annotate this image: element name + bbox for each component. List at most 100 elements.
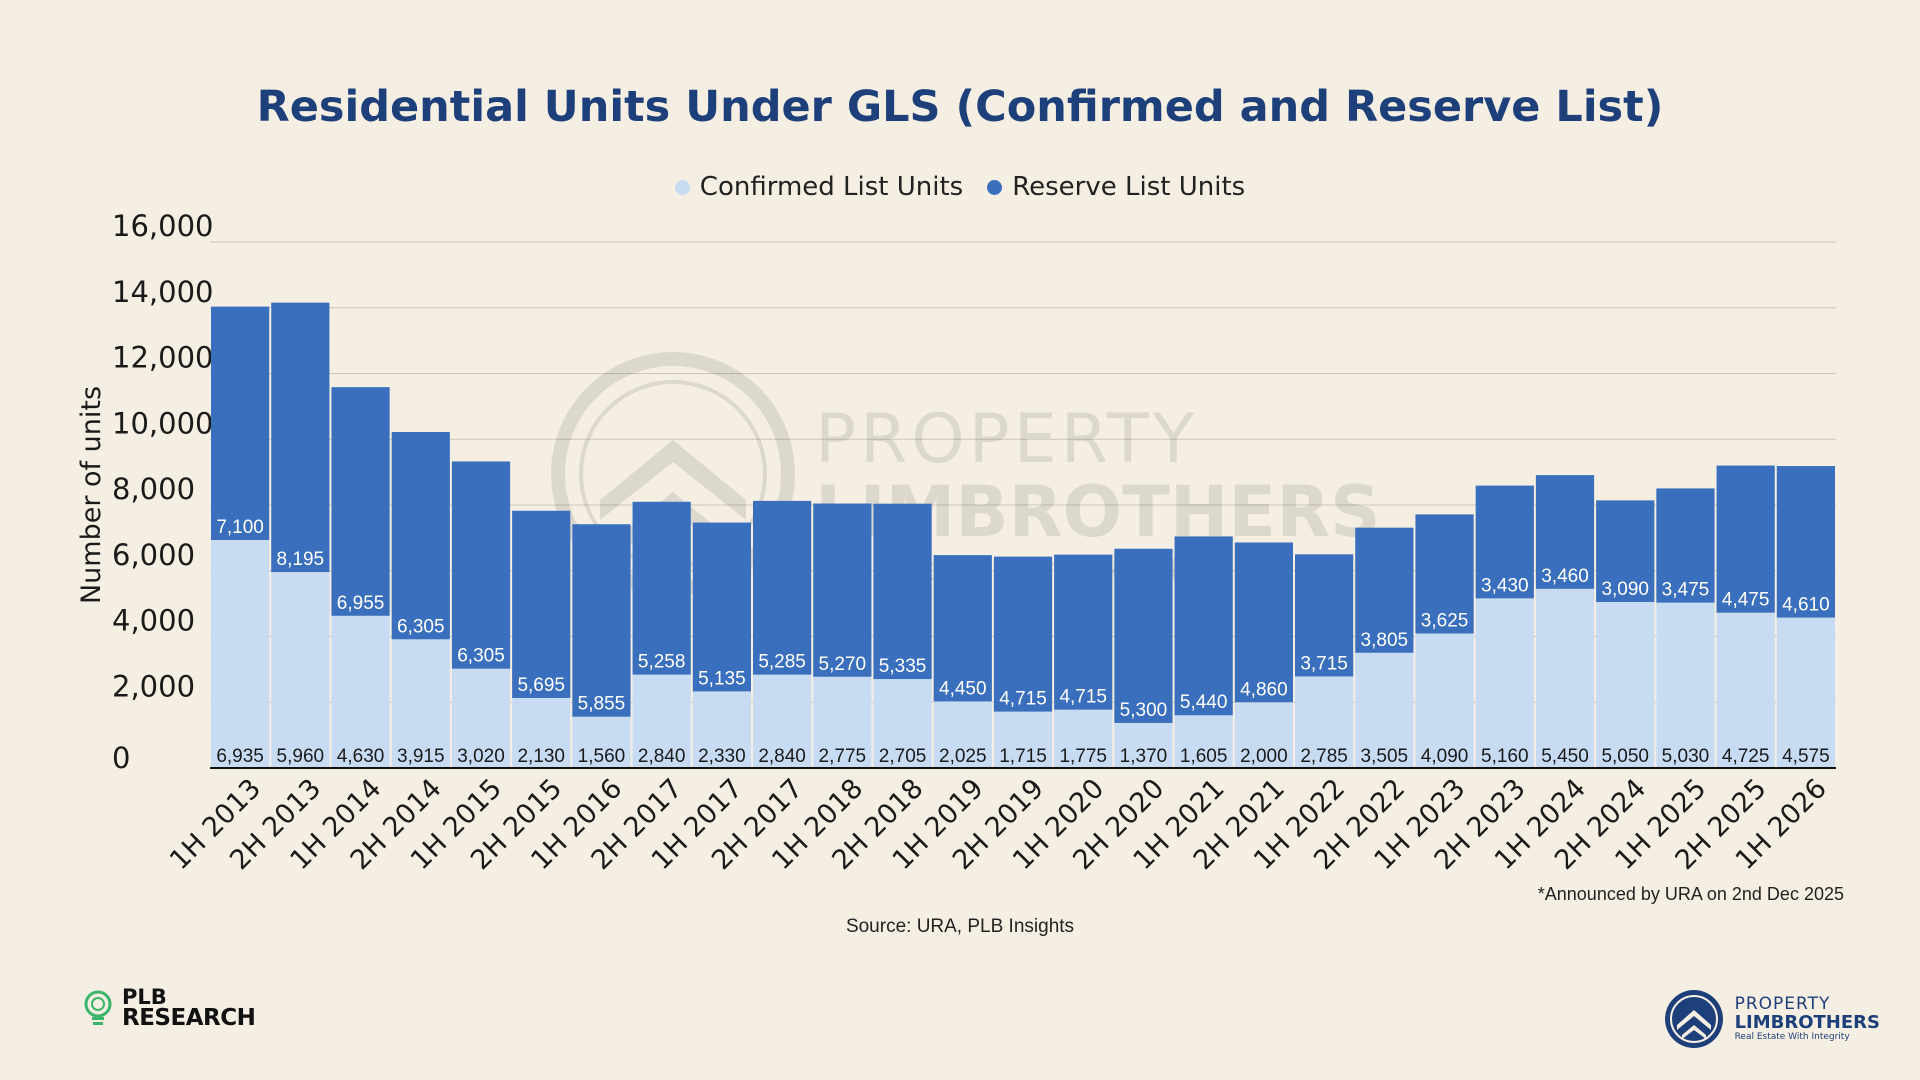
bar-confirmed[interactable]: [1054, 709, 1113, 768]
bar-confirmed[interactable]: [1355, 652, 1414, 768]
bars: [211, 302, 1835, 768]
data-label-reserve: 4,715: [1059, 687, 1107, 708]
data-label-reserve: 3,430: [1481, 575, 1529, 596]
bar-reserve[interactable]: [211, 306, 270, 541]
bar-confirmed[interactable]: [753, 674, 812, 768]
data-label-confirmed: 4,575: [1782, 746, 1830, 767]
data-label-reserve: 5,258: [638, 652, 686, 673]
bar-reserve[interactable]: [1475, 485, 1534, 599]
bar-confirmed[interactable]: [1234, 702, 1293, 768]
bar-reserve[interactable]: [632, 501, 691, 675]
bar-confirmed[interactable]: [813, 676, 872, 768]
source-text: Source: URA, PLB Insights: [845, 916, 1075, 937]
bar-confirmed[interactable]: [1776, 617, 1835, 768]
data-label-confirmed: 1,715: [999, 746, 1047, 767]
data-label-reserve: 4,715: [999, 689, 1047, 710]
bar-reserve[interactable]: [512, 510, 571, 698]
bar-confirmed[interactable]: [1656, 602, 1715, 768]
y-tick-label: 16,000: [112, 209, 213, 243]
bar-reserve[interactable]: [1656, 488, 1715, 603]
bar-reserve[interactable]: [451, 461, 511, 669]
data-label-confirmed: 3,020: [457, 746, 505, 767]
data-label-confirmed: 4,090: [1421, 746, 1469, 767]
plb-logo-text: PLB: [122, 985, 167, 1009]
bar-confirmed[interactable]: [1174, 715, 1233, 768]
bar-reserve[interactable]: [1535, 475, 1595, 589]
bar-confirmed[interactable]: [451, 668, 511, 768]
bar-reserve[interactable]: [993, 556, 1053, 712]
data-label-confirmed: 2,000: [1240, 746, 1288, 767]
y-tick-label: 10,000: [112, 406, 213, 440]
data-label-confirmed: 2,025: [939, 746, 987, 767]
bar-confirmed[interactable]: [1295, 676, 1354, 768]
bar-confirmed[interactable]: [632, 674, 691, 768]
plb-research-logo: PLB RESEARCH: [80, 985, 256, 1031]
data-label-reserve: 5,855: [578, 694, 626, 715]
bar-reserve[interactable]: [813, 503, 872, 677]
bar-confirmed[interactable]: [512, 697, 571, 768]
bar-reserve[interactable]: [391, 432, 450, 640]
bar-reserve[interactable]: [933, 555, 992, 702]
bar-reserve[interactable]: [1114, 548, 1173, 723]
bar-confirmed[interactable]: [271, 572, 330, 768]
bar-confirmed[interactable]: [1114, 722, 1173, 768]
data-label-confirmed: 3,915: [397, 746, 445, 767]
bar-reserve[interactable]: [1716, 465, 1775, 613]
bar-reserve[interactable]: [1054, 554, 1113, 710]
bar-reserve[interactable]: [873, 503, 932, 680]
research-logo-text: RESEARCH: [122, 1004, 256, 1031]
bar-reserve[interactable]: [331, 387, 390, 616]
data-label-confirmed: 6,935: [216, 746, 264, 767]
bar-reserve[interactable]: [1776, 466, 1835, 618]
bar-confirmed[interactable]: [211, 540, 270, 768]
data-label-reserve: 5,440: [1180, 692, 1228, 713]
data-label-reserve: 7,100: [216, 517, 264, 538]
bar-reserve[interactable]: [572, 524, 631, 717]
legend-item-confirmed[interactable]: Confirmed List Units: [674, 172, 964, 202]
data-label-confirmed: 2,130: [517, 746, 565, 767]
data-label-reserve: 3,805: [1361, 630, 1409, 651]
bar-reserve[interactable]: [692, 522, 751, 692]
bar-reserve[interactable]: [1355, 527, 1414, 653]
bar-confirmed[interactable]: [331, 615, 390, 768]
data-label-confirmed: 2,785: [1300, 746, 1348, 767]
bar-confirmed[interactable]: [1415, 633, 1474, 768]
bar-reserve[interactable]: [1174, 536, 1233, 716]
data-label-confirmed: 1,605: [1180, 746, 1228, 767]
bar-confirmed[interactable]: [1716, 612, 1775, 768]
data-label-reserve: 5,285: [758, 652, 806, 673]
legend-item-reserve[interactable]: Reserve List Units: [987, 172, 1245, 202]
y-tick-label: 2,000: [112, 669, 195, 703]
y-tick-label: 8,000: [112, 472, 195, 506]
legend-label-confirmed: Confirmed List Units: [699, 172, 964, 202]
y-tick-label: 4,000: [112, 604, 195, 638]
bar-reserve[interactable]: [271, 302, 330, 573]
bar-reserve[interactable]: [1596, 500, 1655, 602]
data-label-reserve: 5,695: [517, 675, 565, 696]
bar-confirmed[interactable]: [993, 711, 1053, 768]
bar-confirmed[interactable]: [572, 716, 631, 768]
bar-confirmed[interactable]: [1475, 598, 1534, 768]
watermark-text-1: PROPERTY: [815, 400, 1198, 479]
bar-reserve[interactable]: [753, 500, 812, 675]
data-label-confirmed: 5,450: [1541, 746, 1589, 767]
data-label-confirmed: 3,505: [1361, 746, 1409, 767]
data-label-reserve: 5,300: [1120, 700, 1168, 721]
bar-reserve[interactable]: [1295, 554, 1354, 677]
bar-confirmed[interactable]: [1535, 588, 1595, 768]
legend-swatch-reserve: [987, 179, 1003, 195]
bar-reserve[interactable]: [1415, 514, 1474, 634]
y-axis-ticks: 0 2,000 4,000 6,000 8,000 10,000 12,000 14,000 1…: [112, 209, 213, 775]
bar-confirmed[interactable]: [933, 701, 992, 768]
footnote: *Announced by URA on 2nd Dec 2025: [1537, 884, 1844, 904]
bar-confirmed[interactable]: [391, 639, 450, 768]
data-label-confirmed: 5,050: [1601, 746, 1649, 767]
bar-confirmed[interactable]: [873, 679, 932, 768]
data-label-confirmed: 2,705: [879, 746, 927, 767]
data-label-confirmed: 4,630: [337, 746, 385, 767]
bar-confirmed[interactable]: [1596, 601, 1655, 768]
bar-confirmed[interactable]: [692, 691, 751, 768]
bar-reserve[interactable]: [1234, 542, 1293, 703]
